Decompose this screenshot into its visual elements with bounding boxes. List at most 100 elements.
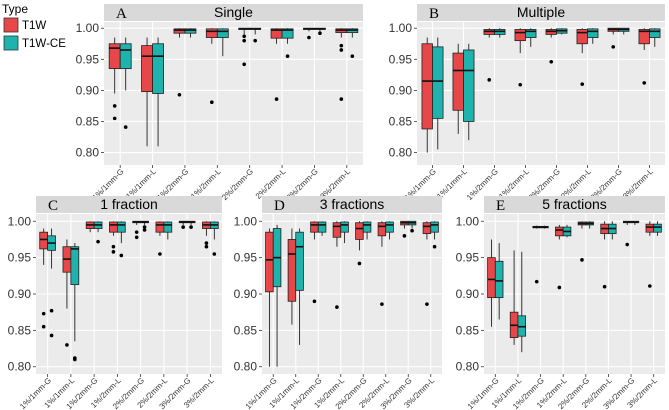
y-tick-label: 0.95 xyxy=(8,251,32,265)
box-t1w-ce xyxy=(618,27,630,35)
y-tick-label: 0.90 xyxy=(76,83,100,97)
box-t1w-ce xyxy=(152,37,164,147)
box-body xyxy=(452,52,464,111)
box-body xyxy=(163,221,173,233)
box-t1w-ce xyxy=(517,251,527,353)
box-body xyxy=(432,46,444,119)
outlier-point xyxy=(158,252,162,256)
box-body xyxy=(576,29,588,45)
box-t1w xyxy=(270,28,283,101)
panel-title: 3 fractions xyxy=(320,196,385,212)
box-t1w-ce xyxy=(556,28,568,35)
panel-letter: C xyxy=(48,198,58,214)
outlier-point xyxy=(134,235,139,240)
outlier-point xyxy=(580,82,585,86)
outlier-point xyxy=(339,97,344,101)
box-t1w-ce xyxy=(653,221,662,236)
box-t1w-ce xyxy=(430,221,439,249)
box-t1w-ce xyxy=(47,228,56,338)
box-t1w-ce xyxy=(209,221,219,256)
box-t1w xyxy=(577,221,587,262)
outlier-point xyxy=(611,45,616,49)
outlier-point xyxy=(111,250,116,254)
outlier-point xyxy=(242,38,246,43)
box-t1w xyxy=(335,28,348,101)
y-tick-label: 0.95 xyxy=(76,52,100,66)
box-t1w-ce xyxy=(630,220,640,225)
box-body xyxy=(430,221,439,233)
box-body xyxy=(317,221,327,233)
box-body xyxy=(141,45,153,93)
box-t1w-ce xyxy=(140,220,149,232)
panel-letter: E xyxy=(496,198,505,214)
outlier-point xyxy=(425,302,429,306)
outlier-point xyxy=(357,261,362,266)
outlier-point xyxy=(181,225,185,229)
box-body xyxy=(649,28,661,38)
box-t1w-ce xyxy=(216,28,229,57)
outlier-point xyxy=(111,244,116,249)
box-t1w-ce xyxy=(587,28,599,44)
outlier-point xyxy=(350,54,355,58)
outlier-point xyxy=(410,228,414,233)
outlier-point xyxy=(285,54,290,58)
box-body xyxy=(281,28,294,39)
box-t1w-ce xyxy=(340,221,349,244)
y-tick-label: 0.85 xyxy=(8,323,32,337)
outlier-point xyxy=(557,285,562,290)
y-tick-label: 0.80 xyxy=(389,146,413,160)
box-t1w-ce xyxy=(525,28,537,47)
y-tick-label: 0.80 xyxy=(76,146,100,160)
x-tick-label: 3%/2mm-L xyxy=(621,167,655,201)
box-t1w-ce xyxy=(116,221,126,258)
box-body xyxy=(39,231,49,250)
y-tick-label: 0.90 xyxy=(234,287,258,301)
outlier-point xyxy=(142,225,147,229)
outlier-point xyxy=(41,311,46,316)
box-t1w-ce xyxy=(362,221,372,240)
box-t1w xyxy=(332,221,342,309)
x-tick-label: 1%/2mm-L xyxy=(189,167,223,201)
box-t1w-ce xyxy=(585,221,594,229)
box-t1w-ce xyxy=(562,224,572,238)
outlier-point xyxy=(318,31,322,35)
y-tick-label: 1.00 xyxy=(76,21,100,35)
x-tick-label: 2%/2mm-L xyxy=(254,167,288,201)
box-body xyxy=(295,231,304,291)
legend-swatch-t1w xyxy=(3,17,19,33)
box-body xyxy=(287,239,297,302)
plot-area xyxy=(104,22,363,165)
box-t1w-ce xyxy=(407,220,417,233)
y-tick-label: 1.00 xyxy=(8,214,32,228)
box-t1w xyxy=(178,220,188,229)
panel-letter: A xyxy=(116,6,127,22)
y-tick-label: 0.85 xyxy=(76,114,100,128)
box-body xyxy=(184,28,197,34)
box-body xyxy=(385,221,394,233)
panel-strip xyxy=(484,196,665,213)
box-t1w-ce xyxy=(281,28,294,58)
box-body xyxy=(265,231,274,293)
panel-title: Single xyxy=(214,4,253,20)
box-t1w-ce xyxy=(295,228,304,345)
outlier-point xyxy=(177,92,182,97)
y-tick-label: 1.00 xyxy=(456,214,480,228)
box-body xyxy=(216,28,229,38)
outlier-point xyxy=(432,244,437,249)
box-t1w-ce xyxy=(463,43,475,141)
outlier-point xyxy=(534,279,539,284)
x-tick-label: 2%/2mm-G xyxy=(220,167,255,202)
panel-title: Multiple xyxy=(517,4,565,20)
panel-title: 5 fractions xyxy=(542,196,607,212)
box-body xyxy=(421,43,433,130)
outlier-point xyxy=(625,242,630,247)
outlier-point xyxy=(242,62,246,67)
box-body xyxy=(109,221,118,233)
box-body xyxy=(355,222,364,240)
box-body xyxy=(422,222,432,235)
y-tick-label: 0.90 xyxy=(389,83,413,97)
box-t1w xyxy=(238,27,251,67)
legend-label-t1w: T1W xyxy=(22,20,46,32)
